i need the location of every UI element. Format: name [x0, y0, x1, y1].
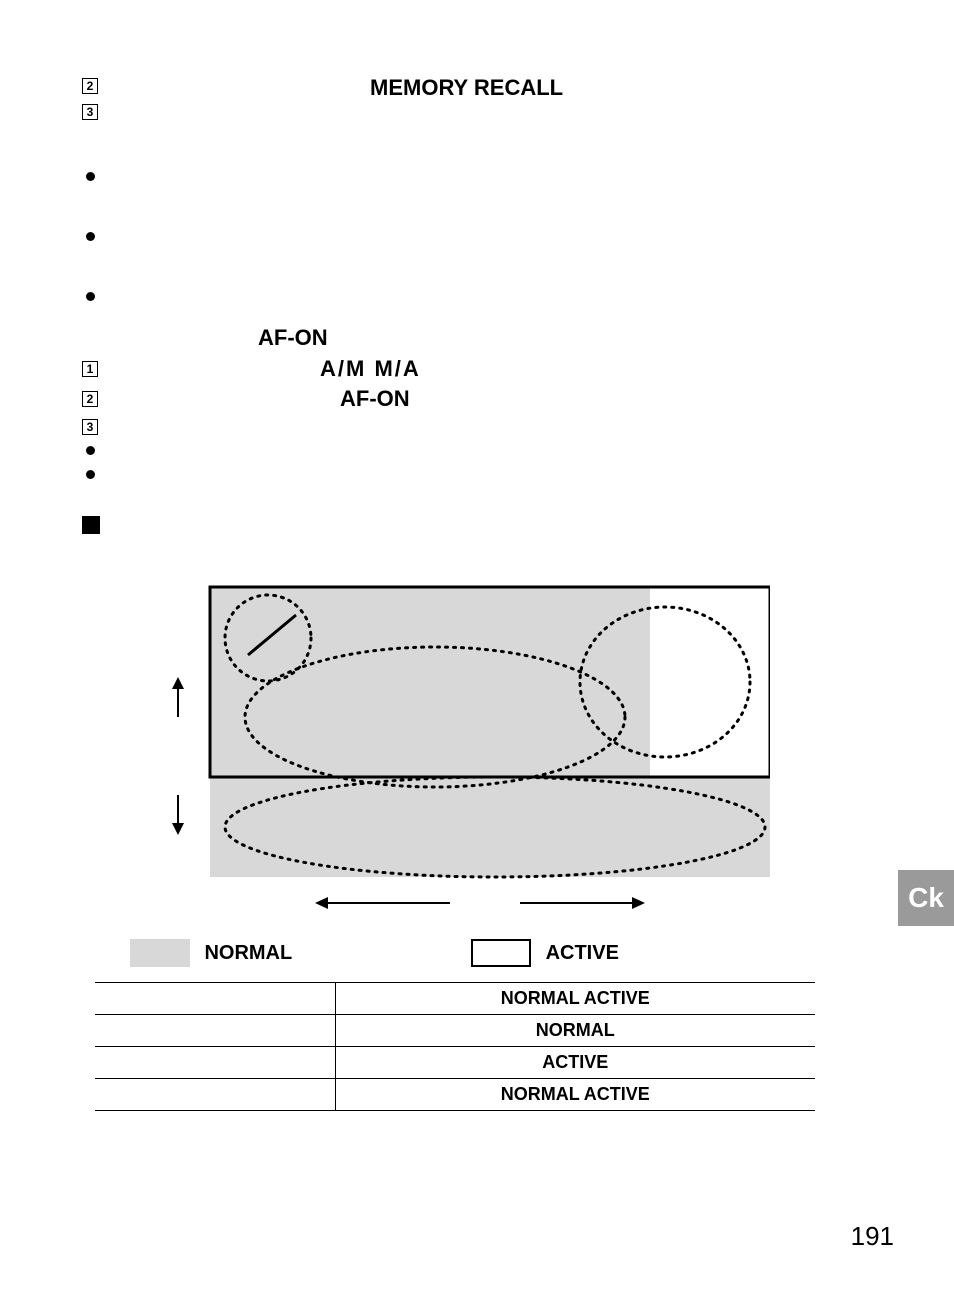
page-title: MEMORY RECALL	[370, 75, 563, 101]
table-cell-col1	[95, 1079, 335, 1111]
table-cell-col1	[95, 983, 335, 1015]
step-box-3: 3	[82, 103, 98, 121]
table-row: NORMAL ACTIVE	[95, 983, 815, 1015]
step-box-3b: 3	[82, 418, 98, 436]
table-row: NORMAL ACTIVE	[95, 1079, 815, 1111]
boxed-number: 2	[82, 391, 98, 407]
table-cell-mode: NORMAL ACTIVE	[335, 1079, 815, 1111]
page: MEMORY RECALL 2 3 AF-ON 1 A/M M/A 2 AF-O…	[0, 0, 954, 1312]
page-number: 191	[851, 1221, 894, 1252]
language-tab: Ck	[898, 870, 954, 926]
table-row: ACTIVE	[95, 1047, 815, 1079]
legend-normal-label: NORMAL	[204, 942, 292, 964]
arrow-down-icon	[172, 795, 184, 835]
table-row: NORMAL	[95, 1015, 815, 1047]
arrow-left-icon	[315, 897, 450, 909]
square-bullet-icon	[82, 516, 100, 534]
table-cell-col1	[95, 1015, 335, 1047]
step-box-2: 2	[82, 77, 98, 95]
boxed-number: 3	[82, 104, 98, 120]
boxed-number: 1	[82, 361, 98, 377]
vr-legend: NORMAL ACTIVE	[130, 939, 810, 969]
legend-active-label: ACTIVE	[546, 942, 619, 964]
bullet-icon	[86, 172, 95, 181]
label-afon-2: AF-ON	[340, 386, 410, 412]
bullet-icon	[86, 232, 95, 241]
bullet-icon	[86, 446, 95, 455]
table-cell-mode: NORMAL	[335, 1015, 815, 1047]
label-am-ma: A/M M/A	[320, 356, 421, 382]
table-cell-mode: NORMAL ACTIVE	[335, 983, 815, 1015]
step-box-2b: 2	[82, 390, 98, 408]
legend-swatch-normal	[130, 939, 190, 967]
label-afon-1: AF-ON	[258, 325, 328, 351]
vr-mode-table: NORMAL ACTIVE NORMAL ACTIVE NORMAL ACTIV…	[95, 982, 815, 1111]
table-cell-mode: ACTIVE	[335, 1047, 815, 1079]
diagram-svg	[130, 577, 770, 917]
legend-swatch-active	[471, 939, 531, 967]
vr-diagram	[130, 577, 770, 897]
arrow-right-icon	[520, 897, 645, 909]
arrow-up-icon	[172, 677, 184, 717]
table-cell-col1	[95, 1047, 335, 1079]
step-box-1b: 1	[82, 360, 98, 378]
bullet-icon	[86, 470, 95, 479]
boxed-number: 3	[82, 419, 98, 435]
grey-region-main	[210, 587, 650, 777]
bullet-icon	[86, 292, 95, 301]
boxed-number: 2	[82, 78, 98, 94]
